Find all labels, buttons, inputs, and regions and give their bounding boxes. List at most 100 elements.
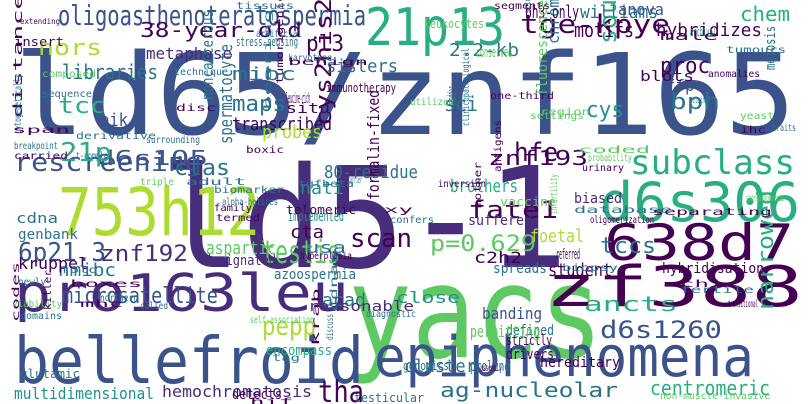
cloud-word: domains [20,311,63,322]
cloud-word: adult [186,177,247,188]
cloud-word: codes [11,261,22,322]
cloud-word: azoospermia [274,267,356,283]
cloud-word: fold [60,265,99,276]
cloud-word: separating [652,207,773,218]
cloud-word: krab [311,288,322,346]
cloud-word: inversion [438,179,487,190]
cloud-word: retained [690,95,710,106]
cloud-word: 38-year-old [140,18,302,42]
cloud-word: hemochromatosis [162,382,312,401]
cloud-word: pepp [262,312,316,342]
cloud-word: 80-residue [324,162,418,183]
cloud-word: bh3-only [525,2,580,23]
cloud-word: biomarker [214,185,285,196]
cloud-word: leukocytes [424,17,484,31]
cloud-word: alpha-helices [222,197,279,208]
cloud-word: tag [272,353,300,364]
cloud-word: region [540,107,590,118]
cloud-word: yacs [348,239,603,388]
cloud-word: strictly [506,333,552,349]
cloud-word: designated [204,253,276,269]
cloud-word: foetal [530,226,584,247]
cloud-word: tha [318,375,365,404]
cloud-word: mother [473,162,484,208]
cloud-word: viability [12,299,63,310]
cloud-word: xy [384,205,413,216]
cloud-word: close [396,288,461,307]
cloud-word: carrier [348,175,362,186]
cloud-word: northern [100,293,139,304]
cloud-word: microsatellite [62,284,218,309]
cloud-word: ancts [584,292,679,316]
cloud-word: nors [38,36,103,61]
cloud-word: bearing [263,8,274,110]
cloud-word: sci [444,92,478,116]
cloud-word: tccs [600,234,657,259]
cloud-word: telomeric [286,203,357,217]
cloud-word: maps [232,92,286,117]
cloud-word: boxes [70,279,143,290]
cloud-word: archival [690,25,717,39]
cloud-word: pro163leu [14,264,350,324]
cloud-word: bph [670,90,721,115]
cloud-word: genomics [403,359,450,373]
cloud-word: suffered [468,213,532,229]
cloud-word: coded [578,145,651,156]
cloud-word: 638d7 [604,214,794,272]
cloud-word: hybridisation [662,261,765,277]
cloud-word: ctas [174,156,231,181]
cloud-word: znf193 [488,146,588,170]
cloud-word: urinary [582,163,625,174]
cloud-word: implemented [288,209,345,225]
cloud-word: sequence [42,89,93,100]
cloud-word: extending [20,17,61,26]
cloud-word: karyotype [288,53,333,64]
cloud-word: hif [250,397,294,404]
cloud-word: infertility [549,173,560,214]
cloud-word: called [140,301,168,312]
cloud-word: rescreening [14,148,203,178]
cloud-word: d6s1260 [600,316,722,344]
cloud-word: d6s306 [600,171,800,234]
cloud-word: hybridizes [656,20,762,41]
cloud-word: student [548,260,613,281]
cloud-word: male [660,29,719,43]
cloud-word: surrounding [146,135,200,146]
cloud-word: ffpe [666,76,704,95]
cloud-word: probes [262,122,323,143]
cloud-word: t-complex [76,151,112,162]
cloud-word: leucine-rich [286,91,310,107]
cloud-word: detects [232,387,282,403]
cloud-word: carried [14,151,69,162]
cloud-word: epiphenomena [374,325,754,390]
cloud-word: clinicopathological [461,47,472,126]
cloud-word: discuss [325,313,336,340]
cloud-word: cluster [404,356,476,377]
cloud-word: transitional [728,299,758,310]
cloud-word: yeast [740,111,774,122]
cloud-word: mhc [80,299,124,310]
cloud-word: technique [174,67,229,78]
cloud-word: pl3 [306,32,345,57]
cloud-word: banding [482,304,543,323]
cloud-word: triple [140,177,174,188]
cloud-word: cdna [16,211,59,227]
cloud-word: genbank [18,227,79,243]
cloud-word: oligoasthenoteratospermia [58,0,367,32]
cloud-word: hfe [514,138,559,168]
cloud-word: database [574,205,673,216]
cloud-word: confers [390,215,435,226]
cloud-word: stress-sensing [236,35,299,49]
cloud-word: bellefroid [14,325,364,399]
cloud-word: ihc [740,125,767,136]
cloud-word: spermatogenesis [746,193,785,204]
cloud-word: vaccine [500,195,556,209]
cloud-word: spreads [493,261,547,277]
cloud-word: williams [580,2,659,23]
cloud-word: self-association [250,315,314,326]
cloud-word: tge-kpye [520,10,671,40]
cloud-word: multidimensional [14,384,154,403]
cloud-word: sisters [326,56,398,77]
cloud-word: tcc [58,94,107,119]
